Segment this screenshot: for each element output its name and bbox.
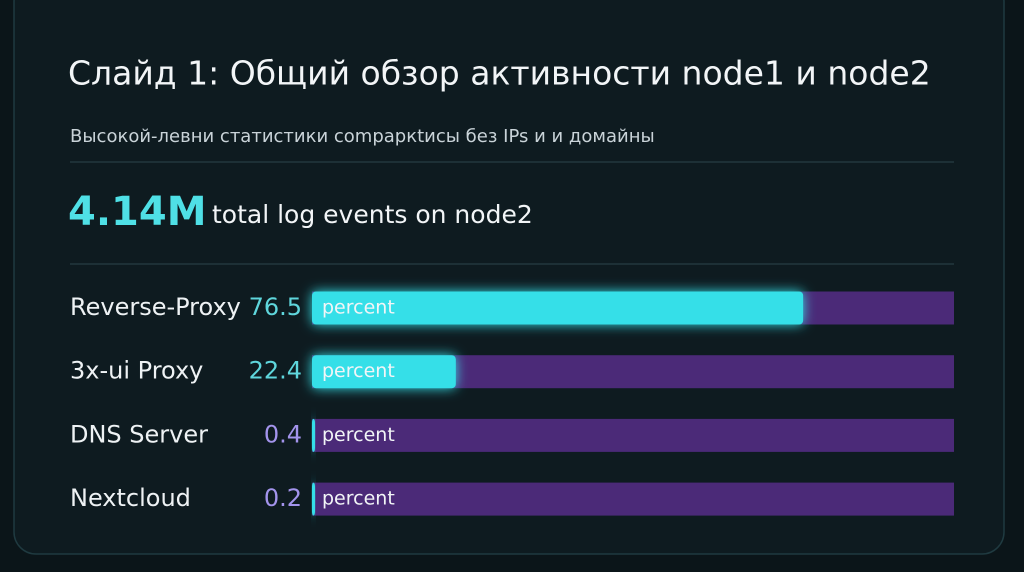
unit-label: percent <box>322 488 395 510</box>
category-label: Nextcloud <box>70 484 191 512</box>
bar-track <box>312 482 954 516</box>
kpi-value: 4.14M <box>68 189 207 235</box>
category-label: 3x-ui Proxy <box>70 357 203 385</box>
kpi-label: total log events on node2 <box>212 200 533 229</box>
panel <box>13 0 1005 555</box>
chart-title: Слайд 1: Общий обзор активности node1 и … <box>68 54 931 93</box>
value-label: 0.4 <box>264 420 302 448</box>
bar <box>312 355 456 389</box>
unit-label: percent <box>322 424 395 446</box>
value-label: 22.4 <box>249 357 302 385</box>
bar <box>312 291 804 325</box>
value-label: 0.2 <box>264 484 302 512</box>
bar <box>312 482 315 516</box>
bar <box>312 418 315 452</box>
chart-subtitle: Высокой-левни статистики compаркtисы без… <box>70 126 655 147</box>
category-label: Reverse-Proxy <box>70 293 241 321</box>
bar-track <box>312 418 954 452</box>
category-label: DNS Server <box>70 420 208 448</box>
value-label: 76.5 <box>249 293 302 321</box>
unit-label: percent <box>322 297 395 319</box>
unit-label: percent <box>322 360 395 382</box>
